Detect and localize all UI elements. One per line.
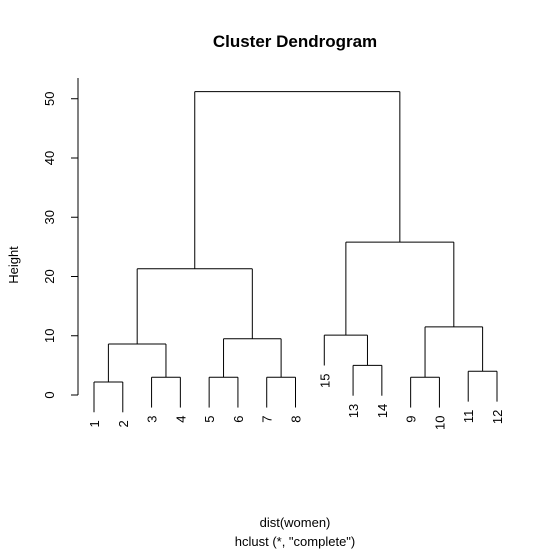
y-tick-label: 40 bbox=[42, 151, 57, 165]
leaf-label: 7 bbox=[260, 416, 275, 423]
leaf-label: 2 bbox=[116, 420, 131, 427]
chart-title: Cluster Dendrogram bbox=[213, 32, 377, 51]
sub-label: hclust (*, "complete") bbox=[235, 534, 356, 549]
leaf-label: 3 bbox=[145, 416, 160, 423]
y-tick-label: 50 bbox=[42, 92, 57, 106]
leaf-label: 13 bbox=[346, 404, 361, 418]
leaf-label: 11 bbox=[461, 410, 476, 424]
leaf-label: 5 bbox=[202, 416, 217, 423]
leaf-label: 9 bbox=[404, 416, 419, 423]
leaf-label: 10 bbox=[432, 416, 447, 430]
leaf-label: 12 bbox=[490, 410, 505, 424]
y-tick-label: 30 bbox=[42, 210, 57, 224]
y-tick-label: 10 bbox=[42, 329, 57, 343]
leaf-label: 8 bbox=[289, 416, 304, 423]
leaf-label: 14 bbox=[375, 404, 390, 418]
y-tick-label: 0 bbox=[42, 391, 57, 398]
y-axis-label: Height bbox=[6, 246, 21, 284]
leaf-label: 15 bbox=[317, 373, 332, 387]
y-tick-label: 20 bbox=[42, 269, 57, 283]
leaf-label: 4 bbox=[173, 416, 188, 423]
leaf-label: 6 bbox=[231, 416, 246, 423]
leaf-label: 1 bbox=[87, 420, 102, 427]
x-axis-label: dist(women) bbox=[260, 515, 331, 530]
